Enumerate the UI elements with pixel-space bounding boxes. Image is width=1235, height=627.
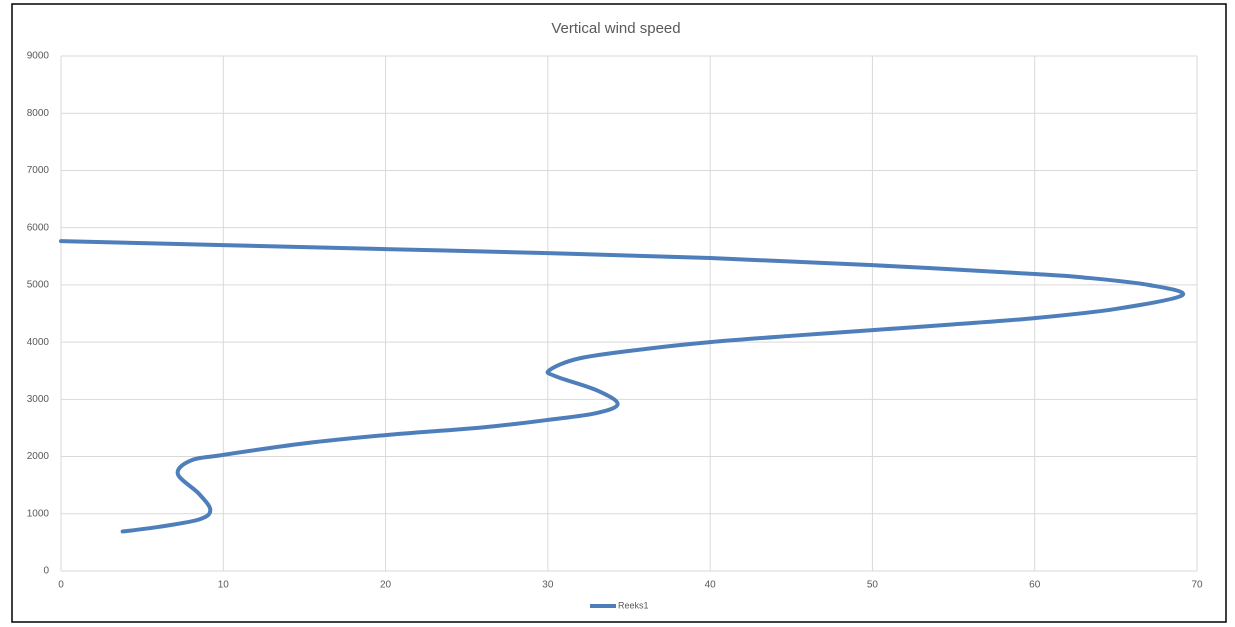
x-tick-label: 70 <box>1191 580 1203 591</box>
x-tick-label: 20 <box>380 580 392 591</box>
y-tick-label: 7000 <box>27 165 50 176</box>
chart-border <box>11 3 1227 623</box>
x-tick-label: 40 <box>705 580 717 591</box>
y-tick-label: 0 <box>43 566 49 577</box>
series-line <box>59 239 1186 534</box>
y-tick-label: 3000 <box>27 394 50 405</box>
y-tick-label: 9000 <box>27 51 50 62</box>
x-tick-label: 50 <box>867 580 879 591</box>
legend-label: Reeks1 <box>618 600 649 610</box>
y-tick-label: 1000 <box>27 508 50 519</box>
x-tick-label: 60 <box>1029 580 1041 591</box>
x-tick-label: 10 <box>218 580 230 591</box>
y-tick-label: 8000 <box>27 108 50 119</box>
chart-title: Vertical wind speed <box>551 20 680 37</box>
x-tick-label: 30 <box>542 580 554 591</box>
y-tick-label: 6000 <box>27 222 50 233</box>
y-tick-label: 2000 <box>27 451 50 462</box>
y-tick-label: 5000 <box>27 280 50 291</box>
y-tick-label: 4000 <box>27 337 50 348</box>
x-tick-label: 0 <box>58 580 64 591</box>
